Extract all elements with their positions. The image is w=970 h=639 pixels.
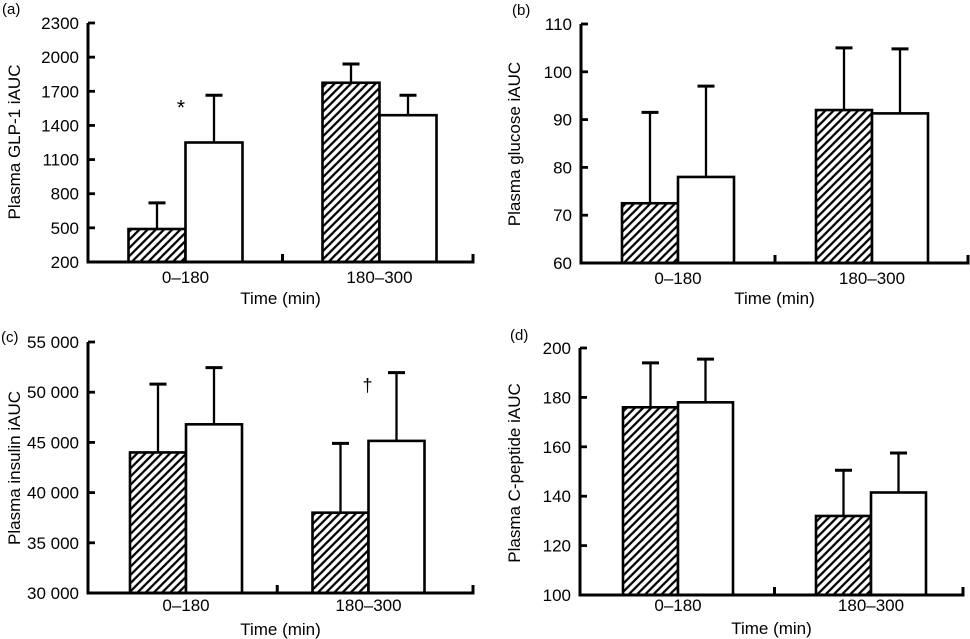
x-axis-title: Time (min): [731, 619, 812, 638]
bar-open-180–300: [378, 113, 438, 264]
bar-open-0–180: [184, 423, 244, 595]
y-axis-tick-label: 100: [543, 586, 571, 605]
chart-panel-b: 60 70 80 90 100 110 0–180 180–300 Time (min) Plas…: [485, 0, 970, 320]
chart-panel-a: 200 500 800 1100 1400 1700 2000 2300 0–180 180–30…: [0, 0, 485, 320]
bar-open-180–300: [367, 439, 426, 595]
chart-svg-a: 200 500 800 1100 1400 1700 2000 2300 0–180 180–30…: [2, 1, 475, 308]
y-axis-tick-label: 120: [543, 537, 571, 556]
bar-hatched-0–180: [127, 227, 187, 264]
y-axis-tick-label: 80: [553, 158, 572, 177]
bar-open-0–180: [184, 141, 244, 264]
y-axis-tick-label: 40 000: [27, 484, 79, 503]
chart-panel-c: 30 000 35 000 40 000 45 000 50 000 55 000 0–18…: [0, 320, 485, 639]
y-axis-tick-label: 1700: [41, 82, 79, 101]
bar-hatched-180–300: [311, 511, 370, 595]
chart-svg-c: 30 000 35 000 40 000 45 000 50 000 55 000 0–18…: [1, 329, 475, 639]
y-axis-tick-label: 1400: [41, 116, 79, 135]
y-axis-tick-label: 2000: [41, 48, 79, 67]
y-axis-tick-label: 60: [553, 254, 572, 273]
y-axis-tick-label: 200: [51, 253, 79, 272]
y-axis-tick-label: 30 000: [27, 584, 79, 603]
chart-svg-d: 100 120 140 160 180 200 0–180 180–300 Time (min)…: [505, 327, 965, 638]
bar-hatched-0–180: [128, 451, 188, 595]
y-axis-title: Plasma glucose iAUC: [505, 62, 524, 226]
bar-open-180–300: [869, 491, 928, 597]
y-axis-tick-label: 200: [543, 339, 571, 358]
x-category-label: 180–300: [335, 596, 401, 615]
bar-open-180–300: [870, 112, 930, 265]
y-axis-tick-label: 160: [543, 438, 571, 457]
y-axis-tick-label: 500: [51, 219, 79, 238]
y-axis-tick-label: 1100: [42, 151, 79, 170]
bar-open-0–180: [676, 175, 736, 265]
y-axis-tick-label: 100: [544, 63, 572, 82]
chart-panel-d: 100 120 140 160 180 200 0–180 180–300 Time (min)…: [485, 320, 970, 639]
x-category-label: 0–180: [654, 596, 701, 615]
x-category-label: 0–180: [162, 268, 209, 287]
panel-letter: (c): [1, 329, 19, 346]
x-axis-title: Time (min): [734, 289, 815, 308]
x-category-label: 180–300: [838, 596, 904, 615]
y-axis-title: Plasma insulin iAUC: [5, 391, 24, 545]
panel-letter: (d): [510, 327, 528, 344]
bar-hatched-180–300: [814, 514, 873, 597]
panel-letter: (a): [2, 1, 20, 18]
y-axis-tick-label: 50 000: [27, 383, 79, 402]
x-axis-title: Time (min): [240, 620, 321, 639]
bar-hatched-180–300: [814, 108, 874, 265]
y-axis-title: Plasma GLP-1 iAUC: [5, 65, 24, 220]
y-axis-tick-label: 180: [543, 388, 571, 407]
x-category-label: 0–180: [162, 596, 209, 615]
bar-open-0–180: [676, 401, 735, 597]
significance-annotation: *: [177, 96, 185, 119]
x-category-label: 180–300: [839, 269, 905, 288]
y-axis-tick-label: 90: [553, 111, 572, 130]
x-category-label: 0–180: [654, 269, 701, 288]
y-axis-tick-label: 800: [51, 185, 79, 204]
bar-hatched-0–180: [621, 405, 680, 597]
y-axis-tick-label: 70: [553, 206, 572, 225]
y-axis-tick-label: 140: [543, 487, 571, 506]
y-axis-tick-label: 2300: [41, 14, 79, 33]
x-category-label: 180–300: [346, 268, 412, 287]
x-axis-title: Time (min): [240, 289, 321, 308]
y-axis-tick-label: 110: [545, 15, 572, 34]
bar-hatched-0–180: [620, 201, 680, 265]
chart-svg-b: 60 70 80 90 100 110 0–180 180–300 Time (min) Plas…: [505, 2, 970, 308]
significance-annotation: †: [362, 376, 372, 396]
y-axis-tick-label: 35 000: [27, 534, 79, 553]
y-axis-tick-label: 45 000: [27, 433, 79, 452]
y-axis-tick-label: 55 000: [27, 333, 79, 352]
y-axis-title: Plasma C-peptide iAUC: [505, 383, 524, 563]
panel-letter: (b): [512, 2, 530, 19]
bar-hatched-180–300: [321, 81, 381, 264]
